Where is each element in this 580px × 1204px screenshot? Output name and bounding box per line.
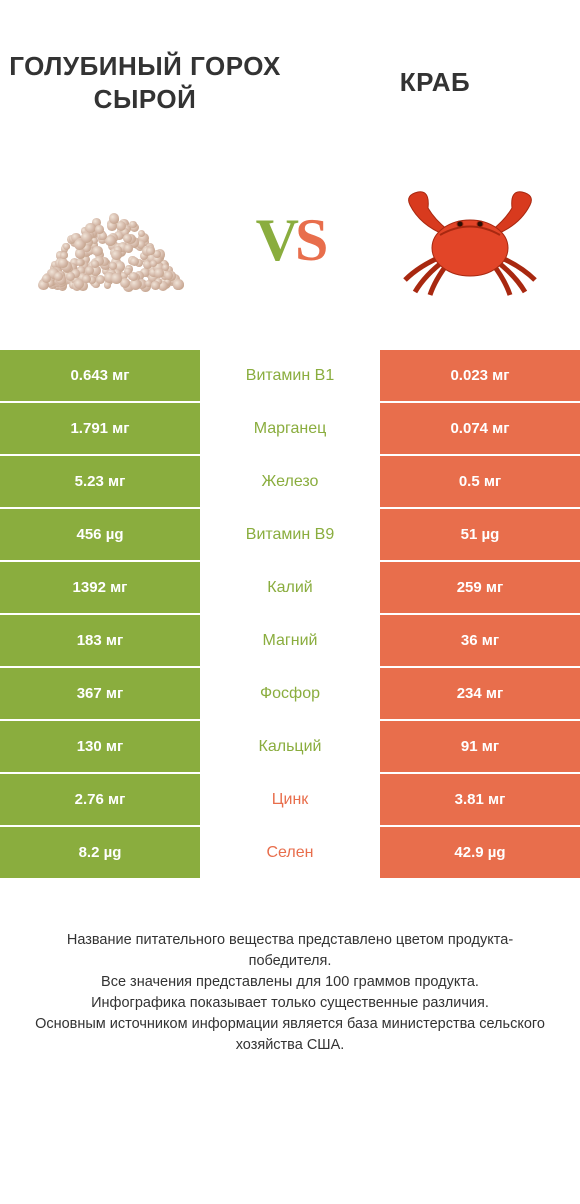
crab-icon <box>390 180 550 300</box>
nutrient-name: Калий <box>200 562 380 613</box>
value-right: 51 µg <box>380 509 580 560</box>
footer-line: Основным источником информации является … <box>30 1014 550 1056</box>
table-row: 8.2 µgСелен42.9 µg <box>0 827 580 880</box>
table-row: 456 µgВитамин B951 µg <box>0 509 580 562</box>
value-left: 456 µg <box>0 509 200 560</box>
product-left-image <box>30 175 190 305</box>
product-right-title: КРАБ <box>290 25 580 140</box>
product-left-title: ГОЛУБИНЫЙ ГОРОХ СЫРОЙ <box>0 25 290 140</box>
footer-line: Название питательного вещества представл… <box>30 930 550 972</box>
nutrient-name: Железо <box>200 456 380 507</box>
value-left: 0.643 мг <box>0 350 200 401</box>
table-row: 367 мгФосфор234 мг <box>0 668 580 721</box>
pigeon-pea-icon <box>40 193 180 288</box>
footer-notes: Название питательного вещества представл… <box>0 880 580 1056</box>
product-right-image <box>390 175 550 305</box>
table-row: 5.23 мгЖелезо0.5 мг <box>0 456 580 509</box>
nutrient-name: Кальций <box>200 721 380 772</box>
vs-label: VS <box>256 206 325 275</box>
value-right: 0.074 мг <box>380 403 580 454</box>
value-right: 36 мг <box>380 615 580 666</box>
nutrient-name: Витамин B9 <box>200 509 380 560</box>
table-row: 2.76 мгЦинк3.81 мг <box>0 774 580 827</box>
nutrient-name: Селен <box>200 827 380 878</box>
value-right: 3.81 мг <box>380 774 580 825</box>
nutrient-table: 0.643 мгВитамин B10.023 мг1.791 мгМарган… <box>0 350 580 880</box>
value-right: 259 мг <box>380 562 580 613</box>
nutrient-name: Витамин B1 <box>200 350 380 401</box>
value-left: 1392 мг <box>0 562 200 613</box>
footer-line: Все значения представлены для 100 граммо… <box>30 972 550 993</box>
nutrient-name: Фосфор <box>200 668 380 719</box>
value-left: 5.23 мг <box>0 456 200 507</box>
value-right: 42.9 µg <box>380 827 580 878</box>
value-left: 183 мг <box>0 615 200 666</box>
table-row: 1.791 мгМарганец0.074 мг <box>0 403 580 456</box>
table-row: 130 мгКальций91 мг <box>0 721 580 774</box>
vs-s-letter: S <box>295 206 324 275</box>
value-right: 91 мг <box>380 721 580 772</box>
value-left: 1.791 мг <box>0 403 200 454</box>
nutrient-name: Марганец <box>200 403 380 454</box>
table-row: 183 мгМагний36 мг <box>0 615 580 668</box>
nutrient-name: Магний <box>200 615 380 666</box>
table-row: 0.643 мгВитамин B10.023 мг <box>0 350 580 403</box>
header: ГОЛУБИНЫЙ ГОРОХ СЫРОЙ КРАБ <box>0 0 580 140</box>
value-left: 367 мг <box>0 668 200 719</box>
value-left: 2.76 мг <box>0 774 200 825</box>
images-row: VS <box>0 140 580 350</box>
value-right: 0.5 мг <box>380 456 580 507</box>
value-right: 0.023 мг <box>380 350 580 401</box>
value-left: 130 мг <box>0 721 200 772</box>
vs-v-letter: V <box>256 206 295 275</box>
nutrient-name: Цинк <box>200 774 380 825</box>
value-left: 8.2 µg <box>0 827 200 878</box>
value-right: 234 мг <box>380 668 580 719</box>
table-row: 1392 мгКалий259 мг <box>0 562 580 615</box>
footer-line: Инфографика показывает только существенн… <box>30 993 550 1014</box>
